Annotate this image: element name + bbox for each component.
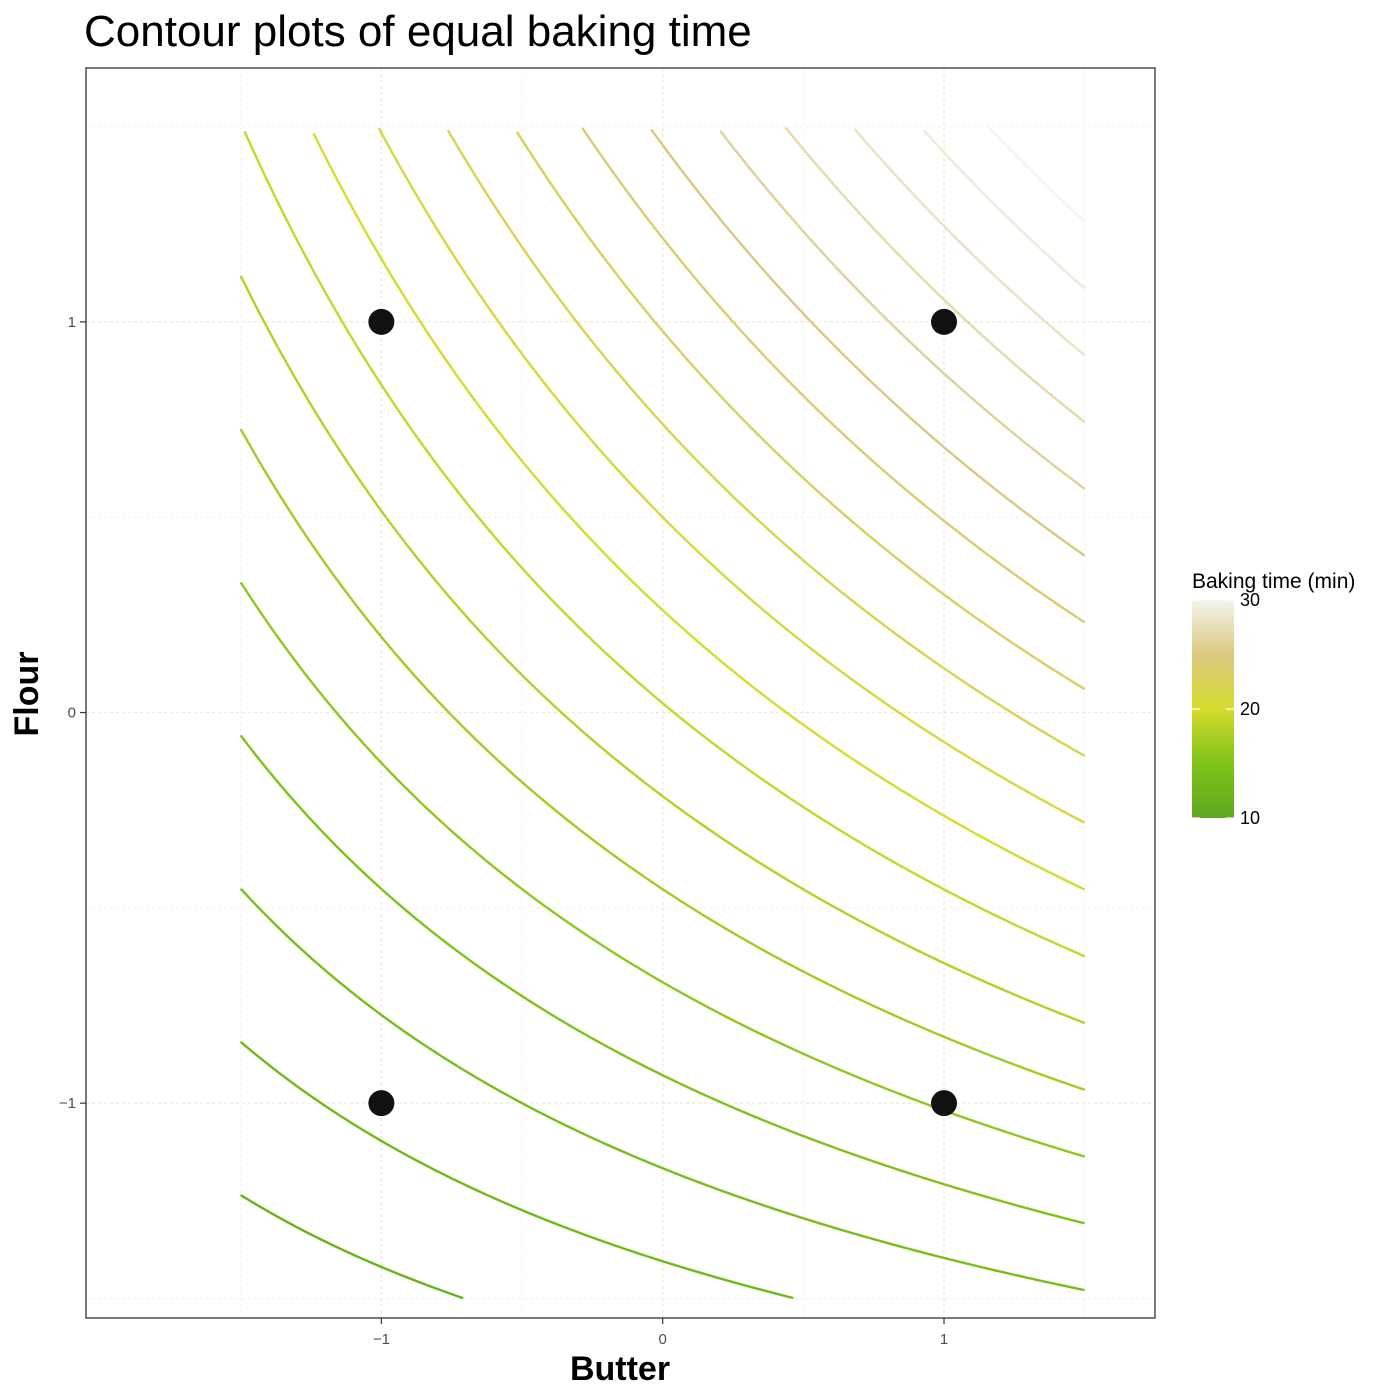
contour-line [581,127,1086,624]
panel-border [85,67,1156,1319]
contour-line [240,1194,464,1300]
x-tick-label: 0 [659,1331,667,1348]
x-tick-label: −1 [373,1331,390,1348]
x-tick-label: 1 [940,1331,948,1348]
y-axis-title: Flour [8,652,46,737]
contour-line [243,130,1086,958]
contour-line [784,126,1086,424]
contour-line [987,126,1086,223]
contour-line [239,887,1085,1292]
contour-line [719,130,1086,490]
design-point [931,1090,958,1117]
contour-line [239,428,1086,1091]
contour-line [650,128,1086,557]
legend-label: 10 [1240,808,1260,828]
contour-line [853,128,1086,357]
legend-label: 30 [1240,590,1260,610]
y-tick-label: 1 [68,314,76,331]
y-tick-label: −1 [59,1095,76,1112]
chart-title: Contour plots of equal baking time [84,7,752,56]
legend: Baking time (min) 30 20 10 [1192,570,1355,828]
y-tick-label: 0 [68,705,76,722]
contour-line [312,132,1086,891]
design-point [368,308,395,335]
panel-background [86,68,1155,1318]
contour-line [239,1040,794,1300]
contour-line [239,275,1086,1025]
contour-line [239,734,1085,1225]
plot-panel: −1 0 1 −1 0 1 [59,67,1156,1348]
contour-line [515,131,1086,691]
legend-title: Baking time (min) [1192,570,1355,593]
x-axis-title: Butter [570,1350,670,1388]
contour-line [377,127,1086,824]
legend-label: 20 [1240,699,1260,719]
design-point [368,1090,395,1117]
contour-line [922,129,1086,290]
design-point [931,308,958,335]
contour-line [446,129,1086,757]
